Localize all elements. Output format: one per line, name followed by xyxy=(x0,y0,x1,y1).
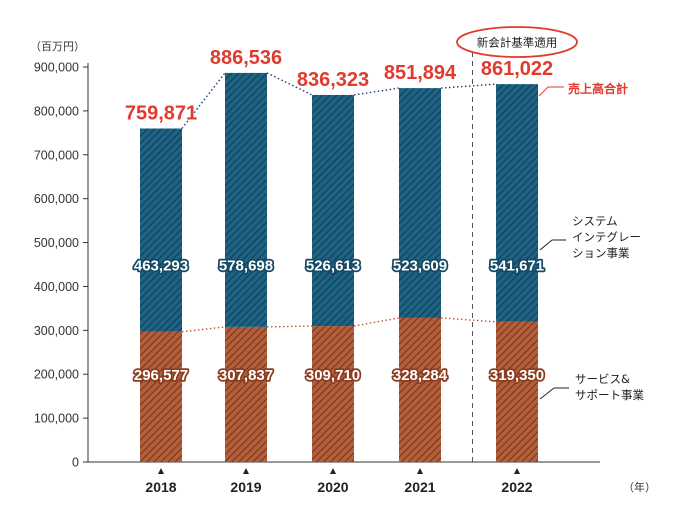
legend-service-support-leader xyxy=(539,387,555,400)
x-tick-label: 2021 xyxy=(404,479,435,495)
legend-service-support-label: サポート事業 xyxy=(575,388,644,402)
bar-system-integration xyxy=(225,72,267,327)
annotation-ellipse xyxy=(456,26,578,58)
data-label-service-support: 296,577 xyxy=(134,367,188,384)
y-tick-label: 400,000 xyxy=(34,280,79,294)
data-label-total: 851,894 xyxy=(384,62,457,84)
bar-service-support xyxy=(225,326,267,462)
data-label-total: 836,323 xyxy=(297,69,369,91)
y-tick-label: 0 xyxy=(72,456,79,470)
x-tick-marker xyxy=(330,468,336,474)
annotation-text: 新会計基準適用 xyxy=(477,36,558,50)
x-tick-label: 2018 xyxy=(145,479,176,495)
x-tick-marker xyxy=(417,468,423,474)
data-label-service-support: 328,284 xyxy=(393,367,448,384)
legend-system-integration-label: システム xyxy=(572,214,618,228)
data-label-system-integration: 541,671 xyxy=(490,258,544,275)
bar-service-support xyxy=(496,321,538,462)
y-tick-label: 100,000 xyxy=(34,412,79,426)
x-tick-marker xyxy=(158,468,164,474)
legend-system-integration-leader xyxy=(539,239,553,251)
y-tick-label: 600,000 xyxy=(34,192,79,206)
data-label-total: 861,022 xyxy=(481,58,553,80)
bar-system-integration xyxy=(399,88,441,318)
bar-service-support xyxy=(140,331,182,462)
bar-system-integration xyxy=(140,128,182,332)
x-tick-label: 2020 xyxy=(317,479,348,495)
data-label-system-integration: 526,613 xyxy=(306,258,360,275)
data-label-service-support: 307,837 xyxy=(219,367,273,384)
data-label-system-integration: 578,698 xyxy=(219,258,273,275)
y-tick-label: 800,000 xyxy=(34,104,79,118)
bar-service-support xyxy=(399,317,441,462)
data-label-total: 886,536 xyxy=(210,47,282,69)
legend-system-integration-label: ション事業 xyxy=(572,246,630,260)
x-tick-marker xyxy=(514,468,520,474)
data-label-total: 759,871 xyxy=(125,103,197,125)
x-tick-label: 2019 xyxy=(230,479,261,495)
data-label-system-integration: 463,293 xyxy=(134,258,188,275)
bar-system-integration xyxy=(312,94,354,327)
legend-service-support-label: サービス& xyxy=(575,372,630,386)
legend-total-label: 売上高合計 xyxy=(568,81,628,96)
x-tick-marker xyxy=(243,468,249,474)
y-tick-label: 200,000 xyxy=(34,368,79,382)
y-unit-label: （百万円） xyxy=(30,40,85,53)
connector-service-support xyxy=(266,325,313,328)
data-label-service-support: 309,710 xyxy=(306,367,360,384)
x-unit-label: （年） xyxy=(623,480,656,494)
data-label-system-integration: 523,609 xyxy=(393,258,447,275)
y-tick-label: 900,000 xyxy=(34,61,79,75)
connector-system-integration xyxy=(440,83,497,89)
connector-service-support xyxy=(440,317,497,323)
legend-total-leader xyxy=(538,86,549,97)
connector-system-integration xyxy=(266,72,313,96)
x-tick-label: 2022 xyxy=(501,479,532,495)
connector-service-support xyxy=(353,317,400,327)
y-tick-label: 500,000 xyxy=(34,236,79,250)
y-tick-label: 300,000 xyxy=(34,324,79,338)
legend-system-integration-label: インテグレー xyxy=(572,230,641,244)
y-tick-label: 700,000 xyxy=(34,148,79,162)
data-label-service-support: 319,350 xyxy=(490,367,544,384)
bar-service-support xyxy=(312,326,354,462)
bar-system-integration xyxy=(496,84,538,322)
connector-service-support xyxy=(181,326,226,333)
